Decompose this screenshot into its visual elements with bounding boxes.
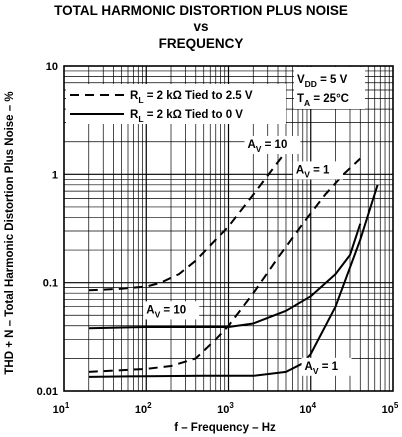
gain-label-bg xyxy=(244,136,301,155)
chart-title-line-1: TOTAL HARMONIC DISTORTION PLUS NOISE xyxy=(54,3,348,18)
x-axis-label: f – Frequency – Hz xyxy=(174,422,276,434)
gain-label-bg xyxy=(292,161,343,180)
plot-frame xyxy=(63,65,394,392)
gain-label-1: AV = 10 xyxy=(247,139,287,154)
series-layer xyxy=(88,138,379,378)
legend-label-dashed: RL = 2 kΩ Tied to 2.5 V xyxy=(130,90,253,105)
y-tick-label: 10 xyxy=(46,61,58,73)
gain-label-3: AV = 10 xyxy=(146,304,186,319)
annotations: AV = 10 AV = 1 AV = 10 AV = 1 xyxy=(143,136,352,376)
y-tick-label: 0.01 xyxy=(37,386,58,398)
legend: RL = 2 kΩ Tied to 2.5 V RL = 2 kΩ Tied to… xyxy=(66,84,286,124)
gain-label-bg xyxy=(301,357,352,376)
series-line-3-solid xyxy=(88,223,362,330)
gain-label-bg xyxy=(143,301,200,320)
conditions-background xyxy=(294,67,365,109)
condition-label: TA = 25°C xyxy=(297,93,349,108)
series-line-2-dashed xyxy=(88,157,361,373)
y-tick-label: 1 xyxy=(52,169,58,181)
legend-background xyxy=(66,84,286,124)
y-tick-label: 0.1 xyxy=(43,278,58,290)
x-tick-label: 102 xyxy=(135,401,152,416)
x-tick-label: 104 xyxy=(299,401,316,416)
x-tick-label: 103 xyxy=(217,401,234,416)
y-axis-label: THD + N – Total Harmonic Distortion Plus… xyxy=(4,91,16,374)
x-tick-label: 105 xyxy=(382,401,399,416)
gain-label-4: AV = 1 xyxy=(305,361,339,376)
x-tick-label: 101 xyxy=(53,401,70,416)
series-line-1-dashed xyxy=(88,138,297,292)
chart-title-line-3: FREQUENCY xyxy=(159,36,244,51)
conditions: VDD = 5 V TA = 25°C xyxy=(294,67,365,109)
legend-label-solid: RL = 2 kΩ Tied to 0 V xyxy=(130,109,243,124)
condition-label: VDD = 5 V xyxy=(297,74,348,89)
series-line-4-solid xyxy=(88,184,379,378)
chart-title-line-2: vs xyxy=(193,19,208,34)
gain-label-2: AV = 1 xyxy=(296,164,330,179)
